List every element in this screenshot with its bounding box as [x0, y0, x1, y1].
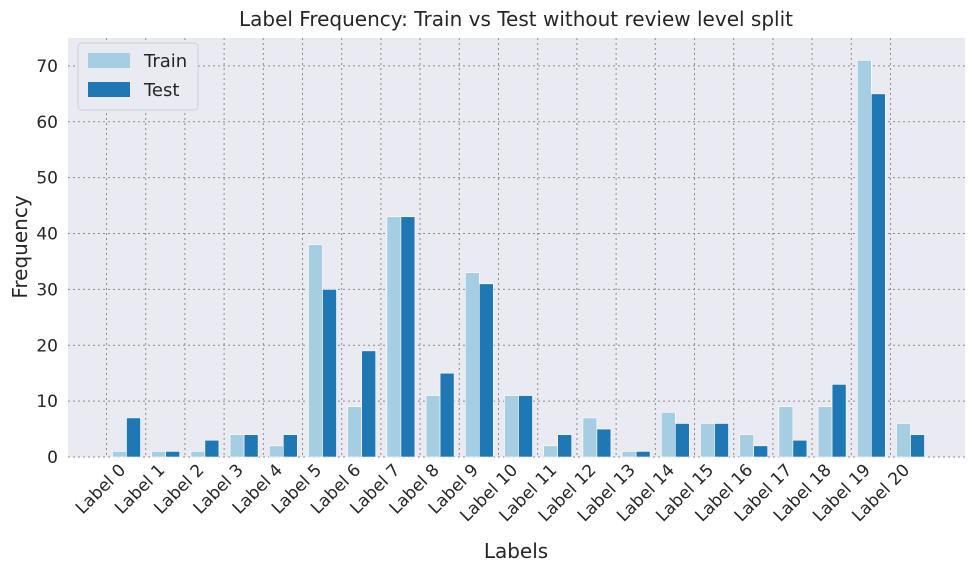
bar-train-label-0 [112, 451, 127, 458]
y-tick-label: 30 [36, 280, 58, 300]
bar-train-label-10 [504, 395, 519, 458]
y-tick-label: 70 [36, 57, 58, 77]
bar-test-label-0 [126, 417, 141, 458]
y-tick-label: 40 [36, 225, 58, 245]
legend-swatch-test [88, 82, 130, 97]
bar-test-label-17 [792, 439, 808, 458]
bar-test-label-10 [518, 395, 533, 458]
x-axis-label: Labels [484, 539, 548, 563]
bar-test-label-16 [753, 445, 769, 458]
bar-train-label-16 [739, 434, 755, 458]
bar-test-label-8 [439, 372, 455, 458]
bar-test-label-20 [910, 434, 925, 458]
bar-train-label-3 [229, 434, 245, 458]
bar-train-label-8 [425, 395, 441, 458]
bar-train-label-12 [582, 417, 598, 458]
bar-test-label-5 [322, 289, 337, 458]
bar-train-label-7 [386, 216, 402, 458]
bar-test-label-18 [831, 384, 847, 458]
y-tick-label: 0 [47, 448, 58, 468]
bar-train-label-4 [268, 445, 284, 458]
y-axis-label: Frequency [8, 195, 32, 298]
bar-train-label-6 [347, 406, 363, 458]
bar-train-label-2 [190, 451, 206, 458]
bar-test-label-15 [714, 423, 729, 458]
bar-train-label-1 [151, 451, 166, 458]
bar-train-label-17 [778, 406, 794, 458]
bars-group [112, 60, 925, 458]
legend-swatch-train [88, 53, 130, 68]
bar-test-label-3 [243, 434, 259, 458]
bar-test-label-9 [478, 283, 494, 458]
bar-test-label-6 [361, 350, 377, 458]
bar-test-label-11 [557, 434, 573, 458]
chart-title: Label Frequency: Train vs Test without r… [239, 7, 793, 31]
bar-train-label-11 [543, 445, 559, 458]
y-axis-ticks: 0 10 20 30 40 50 60 70 [36, 57, 58, 468]
bar-test-label-2 [204, 439, 220, 458]
bar-test-label-4 [282, 434, 298, 458]
bar-train-label-9 [464, 272, 480, 458]
bar-train-label-13 [621, 451, 637, 458]
bar-test-label-13 [635, 451, 651, 458]
y-tick-label: 20 [36, 336, 58, 356]
bar-train-label-19 [856, 60, 872, 458]
bar-train-label-14 [660, 412, 676, 458]
legend-label-train: Train [143, 51, 187, 72]
bar-test-label-12 [596, 428, 612, 458]
plot-area [68, 38, 965, 457]
y-tick-label: 60 [36, 113, 58, 133]
bar-train-label-20 [896, 423, 911, 458]
legend: Train Test [77, 42, 199, 111]
bar-test-label-14 [674, 423, 690, 458]
bar-test-label-1 [165, 451, 180, 458]
y-tick-label: 10 [36, 392, 58, 412]
bar-test-label-19 [870, 93, 886, 458]
legend-label-test: Test [143, 80, 179, 101]
bar-train-label-15 [700, 423, 715, 458]
bar-train-label-5 [308, 244, 323, 458]
bar-test-label-7 [400, 216, 416, 458]
y-tick-label: 50 [36, 169, 58, 189]
bar-train-label-18 [817, 406, 833, 458]
